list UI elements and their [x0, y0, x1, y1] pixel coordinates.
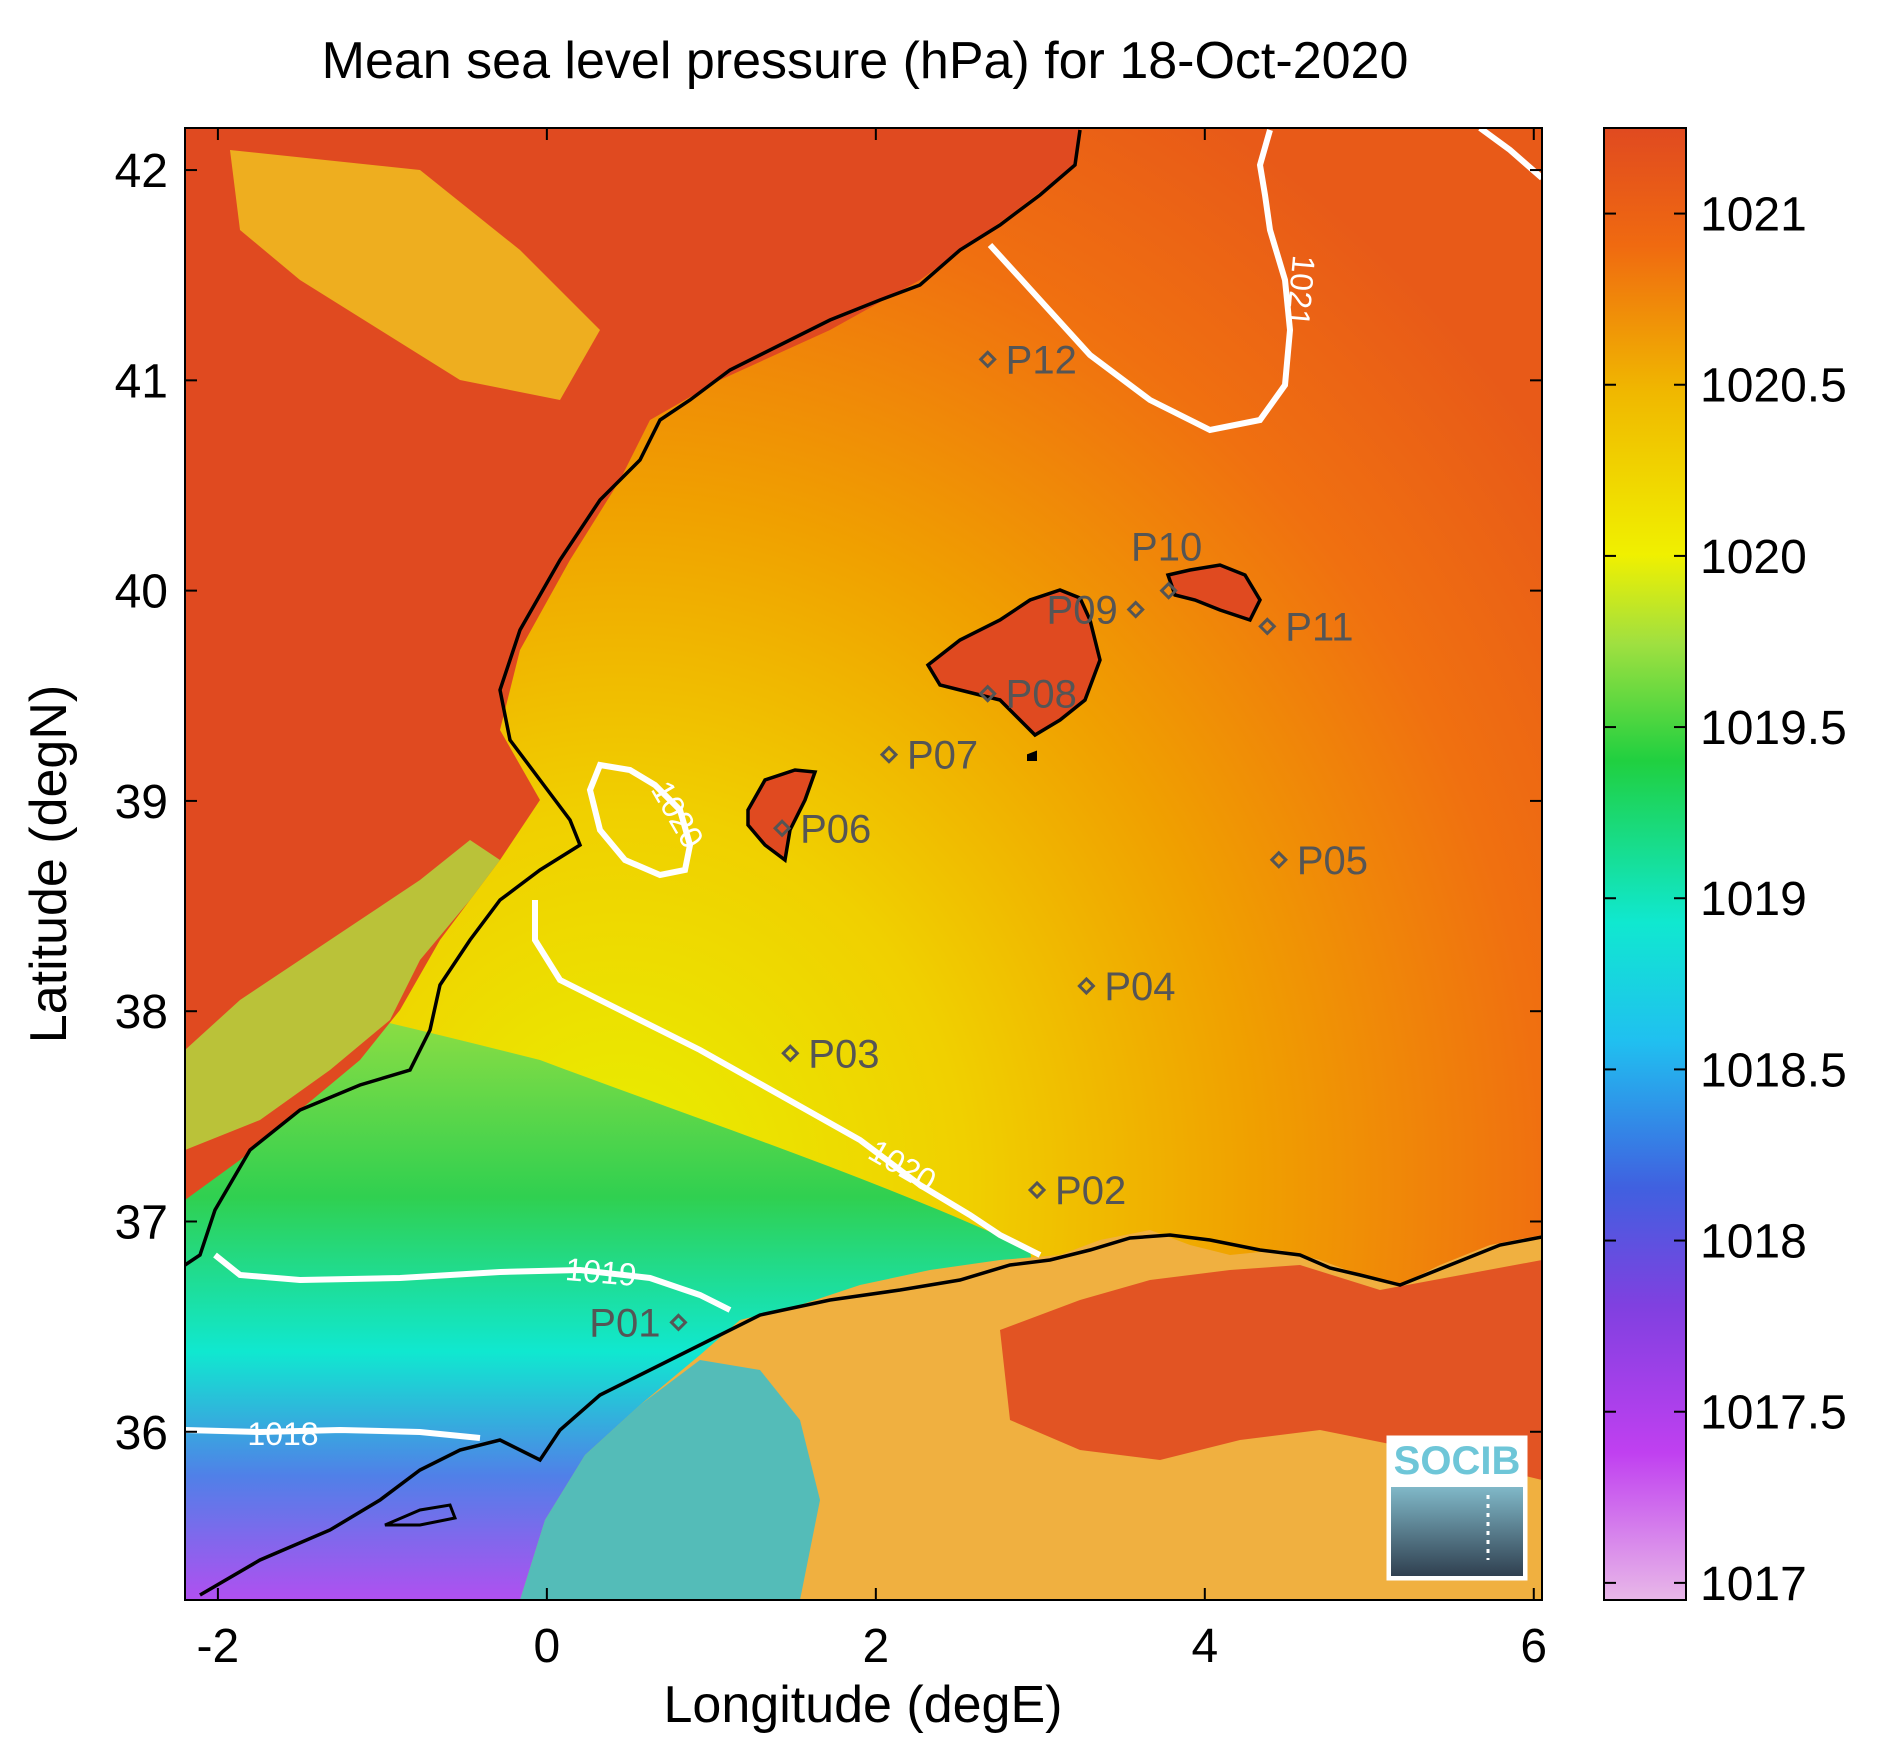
station-marker-icon	[978, 684, 997, 703]
contour-label-1018: 1018	[247, 1416, 318, 1452]
station-label: P07	[907, 734, 978, 778]
socib-logo: SOCIB	[1386, 1435, 1528, 1581]
colorbar: 1017 1017.5 1018 1018.5 1019 1019.5 1020 1020.5…	[1603, 127, 1847, 1611]
station-p03: P03	[781, 1032, 879, 1076]
chart-title: Mean sea level pressure (hPa) for 18-Oct…	[322, 32, 1409, 90]
y-tick-label: 41	[115, 355, 168, 408]
station-marker-icon	[669, 1313, 688, 1332]
x-tick-label: -2	[197, 1620, 240, 1673]
station-p09: P09	[1047, 589, 1145, 633]
y-axis-label: Latitude (degN)	[20, 685, 78, 1043]
station-p10: P10	[1131, 526, 1202, 600]
contour-line-1019	[213, 1252, 732, 1313]
station-p05: P05	[1269, 839, 1368, 883]
station-label: P09	[1047, 589, 1118, 633]
station-label: P05	[1297, 839, 1368, 883]
station-label: P01	[589, 1301, 660, 1345]
station-marker-icon	[781, 1044, 800, 1063]
colorbar-tick-label: 1017.5	[1700, 1387, 1847, 1440]
colorbar-ticks: 1017 1017.5 1018 1018.5 1019 1019.5 1020 1020.5…	[1604, 189, 1847, 1611]
contour-line-1021	[987, 129, 1294, 434]
colorbar-tick-label: 1020	[1700, 531, 1807, 584]
station-marker-icon	[1077, 976, 1096, 996]
station-marker-icon	[772, 819, 792, 838]
y-axis: 36 37 38 39 40 41 42	[115, 145, 1542, 1460]
x-axis: -2 0 2 4 6	[197, 128, 1547, 1673]
station-marker-icon	[1126, 600, 1145, 619]
contour-label-1021: 1021	[1280, 254, 1322, 328]
land-africa-high	[1000, 1260, 1542, 1480]
station-marker-icon	[978, 350, 997, 369]
station-p08: P08	[978, 673, 1077, 717]
coastline-africa	[199, 1233, 1542, 1597]
station-p04: P04	[1077, 965, 1176, 1009]
x-tick-label: 4	[1191, 1620, 1218, 1673]
y-tick-label: 40	[115, 566, 168, 619]
x-tick-label: 6	[1520, 1620, 1547, 1673]
colorbar-tick-label: 1020.5	[1700, 360, 1847, 413]
station-p06: P06	[772, 807, 871, 851]
station-label: P04	[1104, 965, 1175, 1009]
contour-line-1020-south	[532, 900, 1042, 1258]
island-menorca	[1165, 563, 1262, 623]
map-frame	[184, 127, 1543, 1601]
station-markers: P01 P02 P03 P04 P05 P06 P07 P08 P09 P10 P11 P12	[589, 338, 1368, 1345]
station-label: P03	[808, 1032, 879, 1076]
map-plot-area: 1021 1020 1020 1019 1018 P01P02P03P04P05…	[185, 128, 1542, 1600]
contour-line-1020-north	[586, 761, 694, 879]
station-marker-icon	[1258, 617, 1277, 636]
coastline-iberia	[185, 129, 1082, 1267]
x-axis-label: Longitude (degE)	[664, 1676, 1063, 1734]
land-iberia-yellow-band	[230, 150, 600, 400]
y-tick-label: 38	[115, 986, 168, 1039]
y-tick-label: 36	[115, 1407, 168, 1460]
y-tick-label: 37	[115, 1196, 168, 1249]
y-tick-label: 42	[115, 145, 168, 198]
station-label: P10	[1131, 526, 1202, 570]
land-iberia-green-band	[185, 840, 500, 1150]
colorbar-tick-label: 1018.5	[1700, 1044, 1847, 1097]
station-marker-icon	[879, 745, 899, 764]
logo-text: SOCIB	[1394, 1439, 1521, 1483]
station-p11: P11	[1258, 605, 1354, 649]
station-p02: P02	[1027, 1169, 1126, 1213]
island-mallorca	[925, 588, 1102, 738]
station-label: P02	[1055, 1169, 1126, 1213]
station-marker-icon	[1269, 850, 1288, 869]
station-p07: P07	[879, 734, 978, 778]
contour-label-1019: 1019	[564, 1251, 638, 1293]
station-label: P06	[800, 807, 871, 851]
colorbar-tick-label: 1017	[1700, 1558, 1807, 1611]
colorbar-tick-label: 1019	[1700, 873, 1807, 926]
station-label: P12	[1006, 338, 1077, 382]
station-marker-icon	[1159, 581, 1178, 600]
island-ibiza	[746, 768, 818, 864]
colorbar-tick-label: 1019.5	[1700, 702, 1847, 755]
station-p12: P12	[978, 338, 1077, 382]
x-tick-label: 2	[862, 1620, 889, 1673]
contour-line-1021-ne	[1478, 128, 1542, 181]
land-africa-low	[520, 1360, 820, 1600]
station-label: P08	[1006, 673, 1077, 717]
island-cabrera	[1027, 750, 1037, 761]
y-tick-label: 39	[115, 776, 168, 829]
station-label: P11	[1285, 605, 1353, 649]
station-p01: P01	[589, 1301, 688, 1345]
contour-line-1018	[185, 1426, 481, 1441]
x-tick-label: 0	[534, 1620, 561, 1673]
colorbar-gradient	[1603, 127, 1687, 1601]
station-marker-icon	[1027, 1180, 1047, 1200]
colorbar-tick-label: 1021	[1700, 189, 1807, 242]
colorbar-tick-label: 1018	[1700, 1216, 1807, 1269]
island-alboran	[384, 1503, 458, 1527]
